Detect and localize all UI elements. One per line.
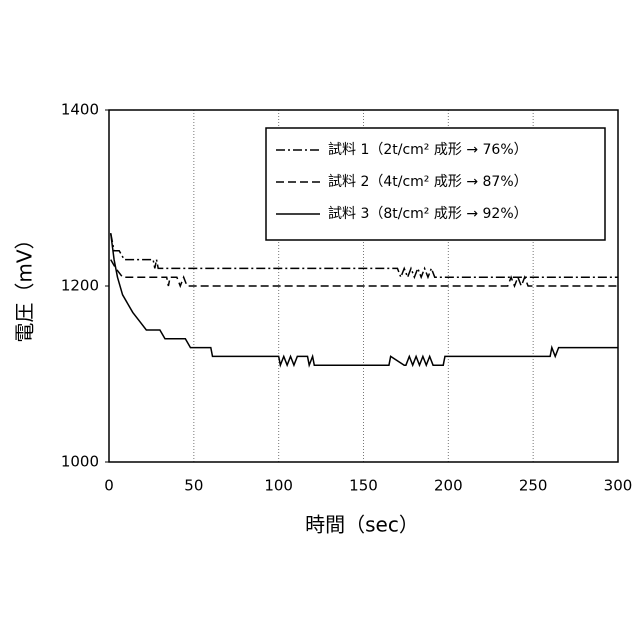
y-tick-label: 1000	[61, 453, 99, 471]
x-axis-label: 時間（sec）	[305, 513, 419, 537]
legend-label: 試料 1（2t/cm² 成形 → 76%）	[328, 142, 528, 158]
x-tick-label: 250	[519, 477, 548, 495]
x-tick-label: 150	[349, 477, 378, 495]
y-tick-label: 1400	[61, 101, 99, 119]
x-tick-label: 300	[604, 477, 633, 495]
x-tick-label: 50	[184, 477, 203, 495]
legend-label: 試料 3（8t/cm² 成形 → 92%）	[328, 206, 528, 222]
x-tick-label: 0	[104, 477, 114, 495]
chart: 時間（sec） 電圧（mV） 0 50 100 150 200 250 300 1000 120…	[0, 0, 640, 640]
y-tick-label: 1200	[61, 277, 99, 295]
y-axis-label: 電圧（mV）	[13, 229, 37, 342]
x-tick-label: 200	[434, 477, 463, 495]
background	[0, 0, 640, 640]
legend-label: 試料 2（4t/cm² 成形 → 87%）	[328, 174, 528, 190]
x-tick-label: 100	[264, 477, 293, 495]
